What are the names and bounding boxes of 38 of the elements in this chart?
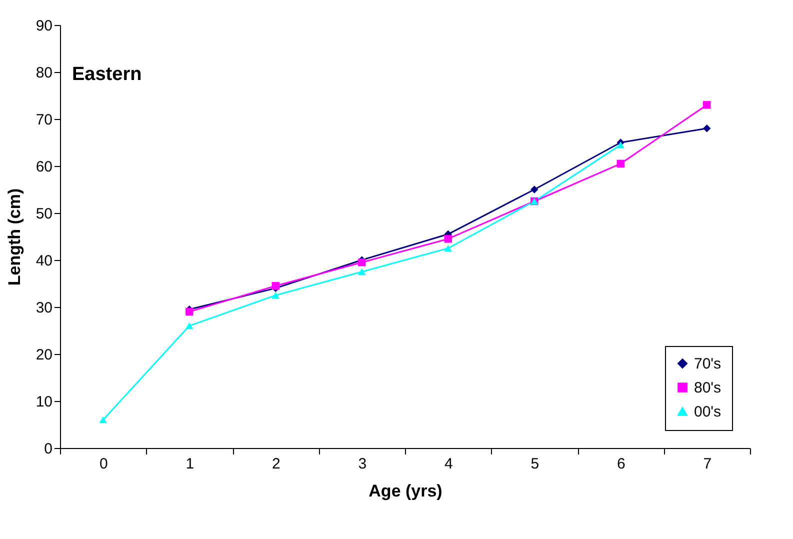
y-tick-label: 10 — [36, 394, 52, 410]
x-tick-label: 4 — [444, 456, 453, 472]
y-tick-label: 30 — [36, 300, 52, 316]
x-tick-label: 0 — [99, 456, 108, 472]
point — [444, 244, 452, 252]
x-tick-label: 2 — [272, 456, 280, 472]
annotation: Eastern — [72, 64, 142, 85]
point — [616, 160, 624, 168]
x-tick-label: 7 — [703, 456, 712, 472]
x-axis-title: Age (yrs) — [368, 482, 442, 500]
x-tick-label: 3 — [358, 456, 367, 472]
x-tick-label: 1 — [186, 456, 194, 472]
x-tick-label: 5 — [530, 456, 540, 472]
point — [616, 141, 624, 148]
y-tick-label: 0 — [44, 440, 52, 458]
y-tick-label: 50 — [36, 206, 52, 222]
point — [272, 282, 280, 290]
point — [99, 416, 107, 424]
y-tick-label: 20 — [36, 346, 52, 364]
point — [272, 292, 280, 299]
point — [530, 186, 538, 194]
point — [186, 322, 194, 330]
point — [358, 268, 366, 276]
point — [186, 308, 194, 316]
point — [703, 101, 711, 109]
y-tick-label: 40 — [36, 252, 52, 270]
point — [444, 234, 452, 243]
legend-label: 80's — [694, 380, 722, 396]
point — [703, 124, 711, 132]
y-tick-label: 80 — [36, 64, 52, 82]
y-tick-label: 60 — [36, 158, 52, 176]
y-axis-title: Length (cm) — [4, 188, 24, 286]
y-tick-label: 70 — [36, 112, 52, 128]
point — [358, 258, 366, 266]
legend-label: 70's — [694, 356, 722, 372]
y-tick-label: 90 — [36, 18, 52, 34]
legend-label: 00's — [694, 404, 722, 420]
x-tick-label: 6 — [616, 456, 626, 472]
